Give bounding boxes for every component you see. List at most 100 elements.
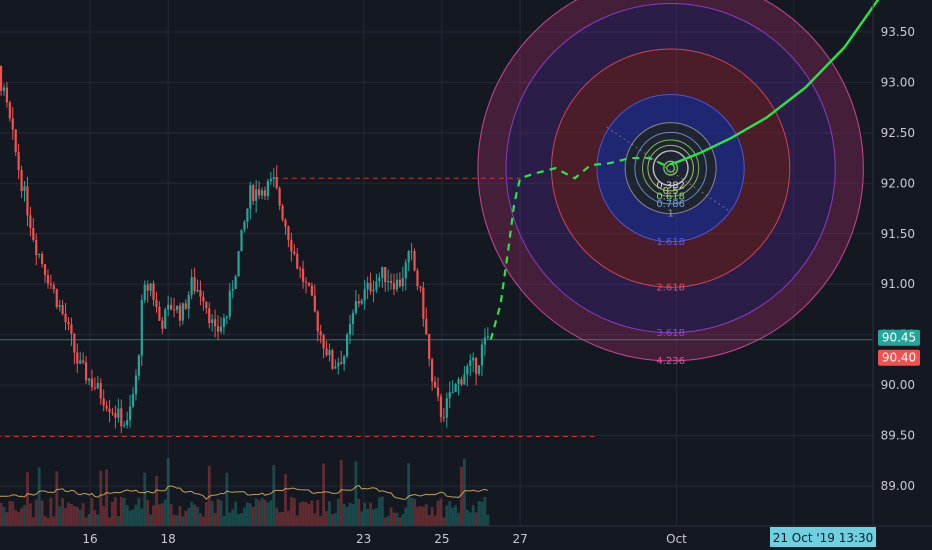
fib-level-label: 1.618	[656, 237, 685, 248]
candle-body	[375, 281, 378, 290]
volume-bar	[146, 500, 150, 526]
candle-body	[372, 289, 375, 292]
volume-bar	[52, 516, 56, 526]
volume-bar	[166, 457, 170, 526]
volume-bar	[301, 501, 305, 526]
candle-body	[269, 178, 272, 182]
volume-bar	[295, 515, 299, 526]
volume-bar	[34, 499, 38, 526]
volume-bar	[430, 507, 434, 526]
candle-body	[225, 316, 228, 318]
candle-body	[395, 279, 399, 290]
volume-bar	[339, 459, 343, 526]
fib-level-label: 0.618	[656, 191, 685, 202]
candle-body	[93, 387, 96, 389]
candle-body	[313, 295, 316, 312]
candle-body	[445, 398, 448, 418]
fib-circle	[642, 139, 700, 197]
fib-level-label: 3.618	[656, 328, 685, 339]
candle-body	[310, 285, 313, 296]
candle-body	[296, 253, 299, 269]
fib-level-label: 0.5	[663, 186, 679, 197]
volume-bar	[468, 512, 472, 526]
volume-bar	[175, 515, 179, 526]
volume-bar	[190, 501, 194, 526]
candle-body	[111, 412, 114, 414]
volume-bar	[284, 474, 287, 526]
candle-body	[143, 284, 146, 301]
candle-body	[278, 188, 281, 206]
candle-body	[128, 406, 132, 421]
volume-bar	[336, 498, 340, 526]
fib-level-label: 1	[667, 209, 673, 220]
time-tick-label: Oct	[666, 532, 687, 546]
candle-body	[454, 383, 457, 393]
candle-body	[357, 301, 360, 304]
volume-bar	[395, 512, 399, 526]
candle-body	[82, 360, 85, 363]
candle-body	[26, 186, 29, 216]
candle-body	[448, 392, 451, 399]
candle-body	[389, 281, 393, 283]
volume-bar	[193, 504, 196, 526]
candle-body	[483, 337, 487, 345]
volume-bar	[460, 466, 463, 526]
price-badge-label: 90.40	[882, 351, 916, 365]
candle-body	[331, 350, 334, 369]
candle-body	[155, 299, 158, 307]
volume-bar	[289, 497, 293, 526]
candle-body	[2, 87, 6, 91]
price-badge-label: 90.45	[882, 331, 916, 345]
volume-bar	[105, 469, 109, 526]
volume-bar	[196, 507, 199, 526]
candle-body	[0, 65, 3, 91]
volume-bar	[325, 511, 328, 526]
candle-body	[58, 305, 61, 307]
fib-band	[625, 122, 717, 214]
volume-bar	[366, 508, 370, 526]
candle-body	[293, 251, 296, 254]
candle-body	[123, 425, 126, 427]
candle-body	[41, 254, 44, 265]
volume-bar	[87, 513, 91, 526]
candle-body	[117, 408, 120, 418]
candle-body	[193, 277, 196, 292]
candle-body	[184, 303, 187, 309]
candle-body	[381, 267, 384, 278]
volume-bar	[116, 516, 120, 526]
candle-body	[307, 282, 311, 286]
candle-body	[246, 208, 249, 222]
time-tick-label: 25	[434, 532, 449, 546]
candle-body	[281, 205, 284, 220]
volume-bar	[462, 458, 466, 526]
volume-bar	[43, 516, 47, 526]
volume-bar	[102, 505, 106, 526]
volume-bar	[313, 513, 317, 526]
candle-body	[433, 381, 437, 388]
candle-body	[219, 326, 223, 332]
candle-body	[410, 251, 413, 253]
candle-body	[67, 322, 70, 325]
volume-bar	[210, 501, 214, 526]
volume-bar	[474, 512, 478, 526]
candle-body	[328, 350, 331, 356]
candles	[0, 65, 489, 434]
candle-body	[14, 129, 17, 153]
volume-bar	[413, 498, 416, 526]
volume-bar	[351, 503, 355, 526]
volume-bar	[17, 512, 21, 526]
time-tick-label: 27	[512, 532, 527, 546]
candle-body	[463, 374, 466, 385]
candle-body	[35, 239, 38, 256]
volume-bar	[254, 498, 258, 526]
candle-body	[228, 290, 231, 317]
candle-body	[442, 417, 445, 419]
volume-bar	[111, 501, 114, 526]
fib-level-label: 2.618	[656, 282, 685, 293]
volume-bar	[401, 514, 405, 526]
volume-bar	[333, 512, 337, 526]
candle-body	[49, 283, 52, 286]
price-tick-label: 91.50	[881, 227, 915, 241]
volume-bar	[243, 507, 246, 526]
volume-bar	[251, 506, 255, 526]
